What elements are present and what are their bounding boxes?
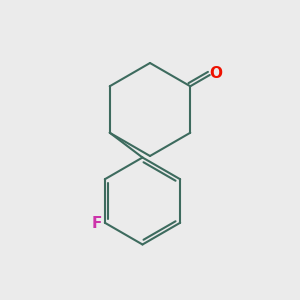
Text: F: F [92, 217, 102, 232]
Text: O: O [209, 66, 222, 81]
